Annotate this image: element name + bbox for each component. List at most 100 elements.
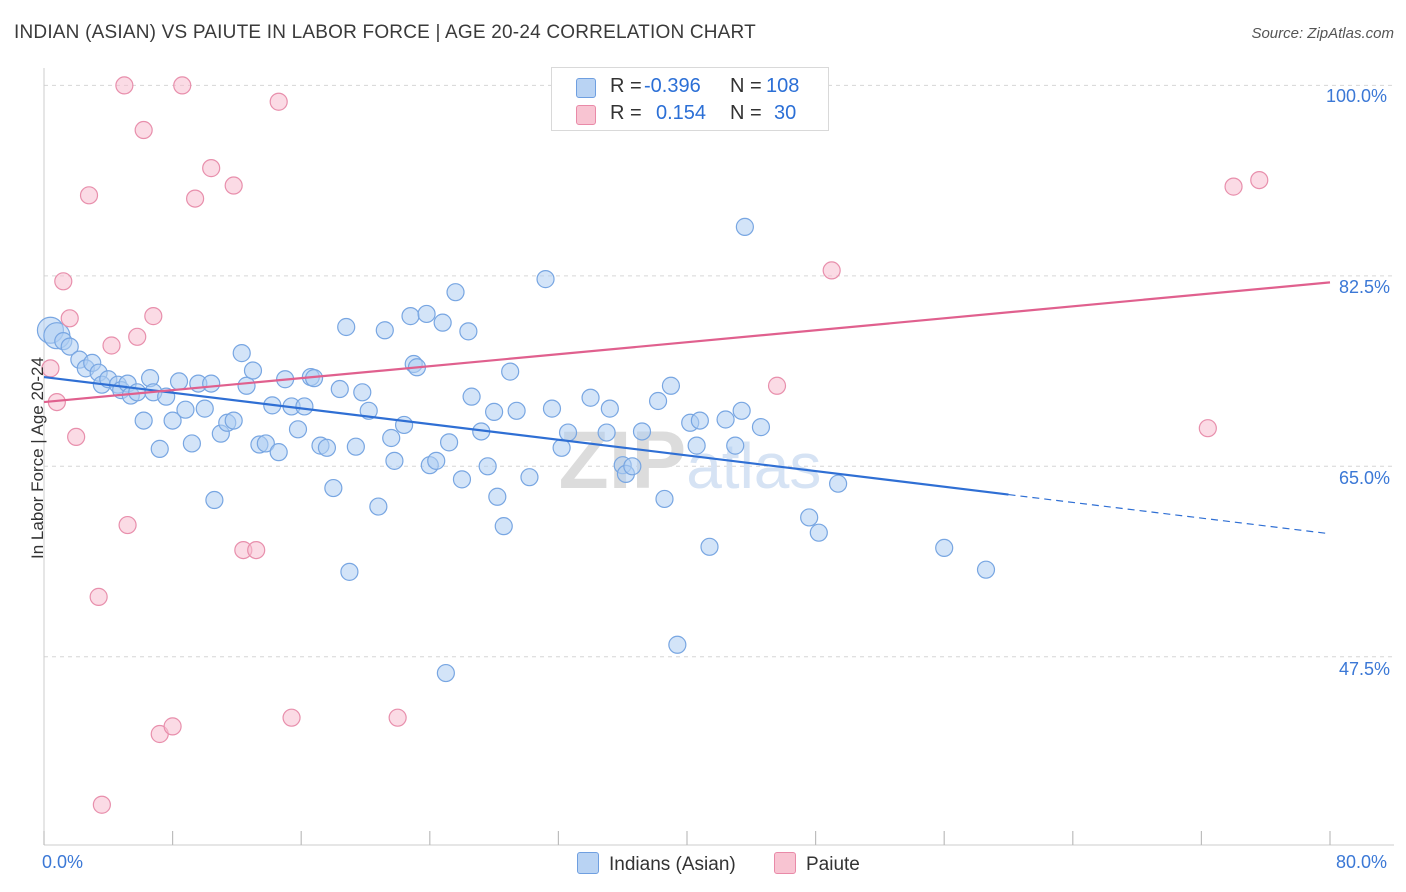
paiute-point [767, 376, 787, 395]
paiute-point [173, 76, 192, 95]
indians-point [401, 307, 420, 326]
indians-point [655, 489, 674, 509]
paiute-trend-line [43, 281, 1331, 404]
indians-point [581, 388, 600, 407]
indians-point [163, 411, 182, 430]
legend-item-indians: Indians (Asian) [577, 852, 736, 876]
x-tick-label-min: 0.0% [42, 852, 84, 872]
paiute-point [128, 327, 147, 346]
indians-point [340, 562, 359, 581]
paiute-n-value: 30 [774, 102, 797, 124]
indians-point [202, 374, 221, 393]
indians-point [800, 508, 819, 527]
indians-point [536, 270, 555, 289]
paiute-point [202, 159, 221, 178]
indians-point [648, 391, 668, 411]
indians-point [751, 418, 771, 437]
indians-point [337, 317, 356, 337]
indians-point [317, 438, 337, 457]
indians-swatch [577, 852, 599, 874]
indians-r-value: -0.396 [644, 75, 701, 97]
legend-row-paiute: R = 0.154 N = 30 [552, 100, 828, 128]
indians-point [295, 397, 314, 416]
indians-point [394, 415, 414, 435]
indians-point [520, 468, 539, 487]
n-label: N = [730, 102, 762, 124]
paiute-point [282, 708, 301, 727]
indians-point [935, 538, 954, 558]
indians-point [488, 487, 507, 506]
indians-point [330, 379, 349, 399]
indians-point [600, 399, 619, 418]
indians-point [542, 399, 562, 418]
paiute-point [388, 708, 407, 727]
indians-point [976, 560, 996, 579]
paiute-point [92, 795, 111, 814]
paiute-legend-label: Paiute [806, 854, 860, 875]
indians-point [433, 313, 452, 332]
indians-point [427, 451, 446, 470]
paiute-point [67, 427, 86, 447]
y-tick-label: 82.5% [1339, 277, 1391, 297]
indians-point [485, 402, 504, 421]
indians-point [182, 434, 201, 453]
legend-item-paiute: Paiute [774, 852, 860, 876]
indians-point [597, 423, 616, 442]
paiute-point [54, 272, 73, 291]
correlation-legend: R = -0.396 N = 108 R = 0.154 N = 30 [551, 67, 829, 131]
y-tick-label: 100.0% [1326, 86, 1388, 106]
indians-point [661, 376, 681, 395]
paiute-point [144, 307, 163, 326]
indians-point [134, 411, 153, 430]
indians-n-value: 108 [766, 75, 800, 97]
paiute-point [102, 336, 121, 355]
y-tick-label: 47.5% [1339, 659, 1391, 679]
indians-point [494, 517, 513, 536]
indians-point [829, 474, 848, 493]
paiute-swatch [576, 105, 596, 125]
indians-point [369, 497, 388, 516]
indians-point [150, 439, 169, 458]
indians-point [809, 523, 828, 542]
x-tick-label-max: 80.0% [1336, 852, 1388, 872]
y-axis-label: In Labor Force | Age 20-24 [28, 357, 47, 559]
indians-point [700, 537, 719, 556]
r-label: R = [610, 102, 642, 124]
source-label: Source: ZipAtlas.com [1251, 25, 1394, 42]
indians-point [462, 387, 481, 406]
indians-point [60, 337, 79, 356]
indians-point [726, 436, 745, 455]
paiute-point [115, 76, 134, 95]
indians-point [353, 383, 372, 402]
indians-point [169, 372, 189, 391]
indians-point [375, 321, 394, 340]
y-tick-label: 65.0% [1339, 468, 1391, 488]
paiute-r-value: 0.154 [656, 102, 707, 124]
indians-point [452, 470, 472, 489]
indians-point [732, 401, 751, 420]
indians-point [735, 217, 754, 236]
indians-point [269, 443, 288, 462]
indians-trend-extension [1008, 493, 1331, 535]
indians-legend-label: Indians (Asian) [609, 854, 736, 875]
indians-point [224, 411, 243, 430]
r-label: R = [610, 75, 642, 97]
indians-point [446, 283, 465, 302]
paiute-point [1250, 170, 1269, 190]
indians-point [687, 436, 706, 455]
indians-point [459, 322, 478, 341]
paiute-point [186, 189, 205, 208]
indians-point [385, 451, 404, 470]
indians-point [195, 399, 214, 418]
chart-title: INDIAN (ASIAN) VS PAIUTE IN LABOR FORCE … [14, 22, 756, 43]
indians-point [417, 304, 436, 324]
indians-point [501, 362, 520, 381]
indians-point [237, 376, 256, 395]
paiute-point [60, 309, 79, 328]
indians-point [232, 344, 251, 363]
indians-point [324, 478, 343, 498]
indians-point [507, 401, 526, 420]
legend-row-indians: R = -0.396 N = 108 [552, 73, 828, 101]
paiute-point [1198, 419, 1217, 438]
indians-point [558, 423, 578, 442]
